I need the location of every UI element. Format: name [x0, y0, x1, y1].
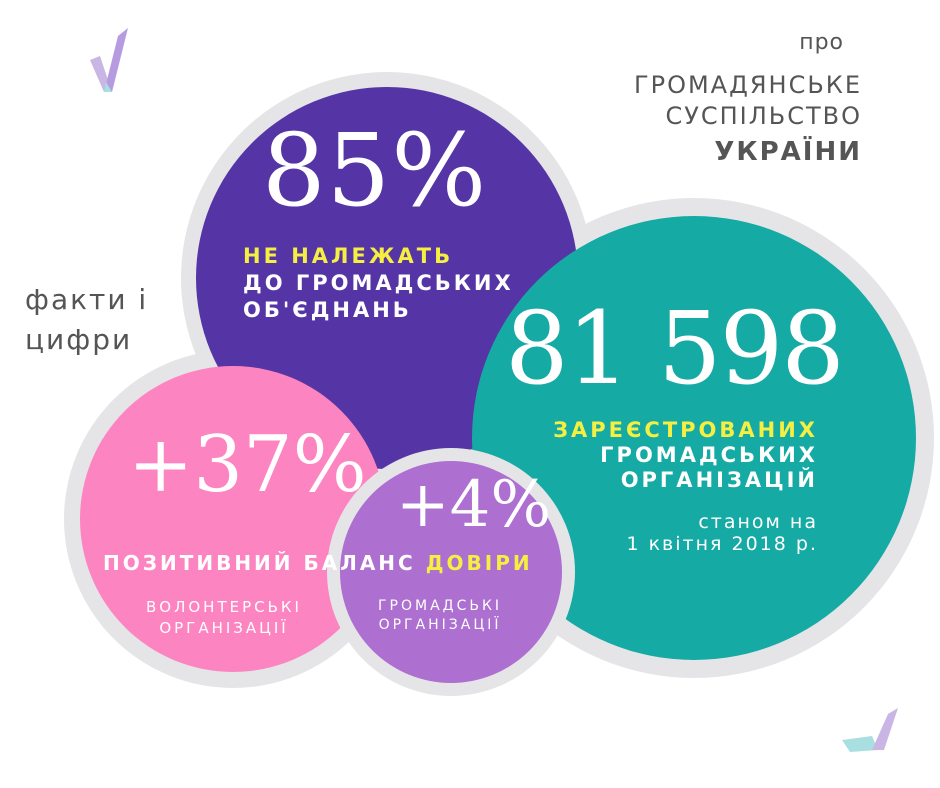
header-title: ГРОМАДЯНСЬКЕ СУСПІЛЬСТВО [634, 70, 862, 132]
stat-81598-line2: ГРОМАДСЬКИХ [600, 443, 818, 467]
stat-4-value: +4% [396, 468, 552, 542]
stat-81598-highlight: ЗАРЕЄСТРОВАНИХ [553, 418, 818, 442]
stat-81598-label: ЗАРЕЄСТРОВАНИХ ГРОМАДСЬКИХ ОРГАНІЗАЦІЙ [553, 418, 818, 493]
stat-4-line1: ГРОМАДСЬКІ [378, 598, 503, 614]
facts-label: факти і цифри [25, 280, 148, 360]
stat-4-line2: ОРГАНІЗАЦІЇ [378, 617, 502, 633]
stat-37-label: ВОЛОНТЕРСЬКІ ОРГАНІЗАЦІЇ [146, 597, 302, 639]
stat-85-highlight: НЕ НАЛЕЖАТЬ [243, 244, 454, 268]
stat-81598-date-line2: 1 квітня 2018 р. [626, 533, 818, 555]
trust-label-prefix: ПОЗИТИВНИЙ БАЛАНС [103, 551, 426, 575]
checkmark-logo-icon [842, 708, 898, 752]
stat-85-line3: ОБ'ЄДНАНЬ [243, 298, 412, 322]
stat-4-label: ГРОМАДСЬКІ ОРГАНІЗАЦІЇ [378, 597, 502, 635]
stat-85-line2: ДО ГРОМАДСЬКИХ [243, 271, 514, 295]
stat-37-line2: ОРГАНІЗАЦІЇ [159, 619, 289, 637]
checkmark-logo-icon [90, 28, 128, 92]
circle-pink [80, 366, 386, 672]
stat-81598-value: 81 598 [505, 290, 845, 407]
stat-85-value: 85% [262, 112, 488, 229]
stat-85-label: НЕ НАЛЕЖАТЬ ДО ГРОМАДСЬКИХ ОБ'ЄДНАНЬ [243, 243, 514, 324]
trust-label: ПОЗИТИВНИЙ БАЛАНС ДОВІРИ [103, 551, 533, 575]
facts-label-line2: цифри [25, 323, 133, 356]
header-pro: про [799, 30, 844, 55]
stat-81598-line3: ОРГАНІЗАЦІЙ [620, 468, 818, 492]
stat-37-value: +37% [128, 420, 367, 510]
header-title-line2: СУСПІЛЬСТВО [665, 102, 862, 130]
stat-81598-date-line1: станом на [698, 511, 818, 533]
stat-37-line1: ВОЛОНТЕРСЬКІ [146, 598, 302, 616]
trust-label-highlight: ДОВІРИ [425, 551, 533, 575]
header-title-line1: ГРОМАДЯНСЬКЕ [633, 71, 862, 99]
stat-81598-date: станом на 1 квітня 2018 р. [626, 511, 818, 555]
circle-lilac [340, 461, 562, 683]
header-country: УКРАЇНИ [714, 137, 862, 167]
facts-label-line1: факти і [25, 283, 149, 316]
